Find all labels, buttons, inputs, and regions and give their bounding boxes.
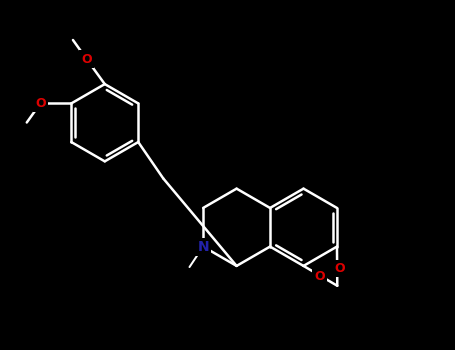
Text: O: O: [334, 262, 345, 275]
Text: N: N: [197, 240, 209, 254]
Text: O: O: [35, 97, 46, 110]
Text: O: O: [81, 52, 92, 65]
Text: O: O: [314, 270, 325, 284]
